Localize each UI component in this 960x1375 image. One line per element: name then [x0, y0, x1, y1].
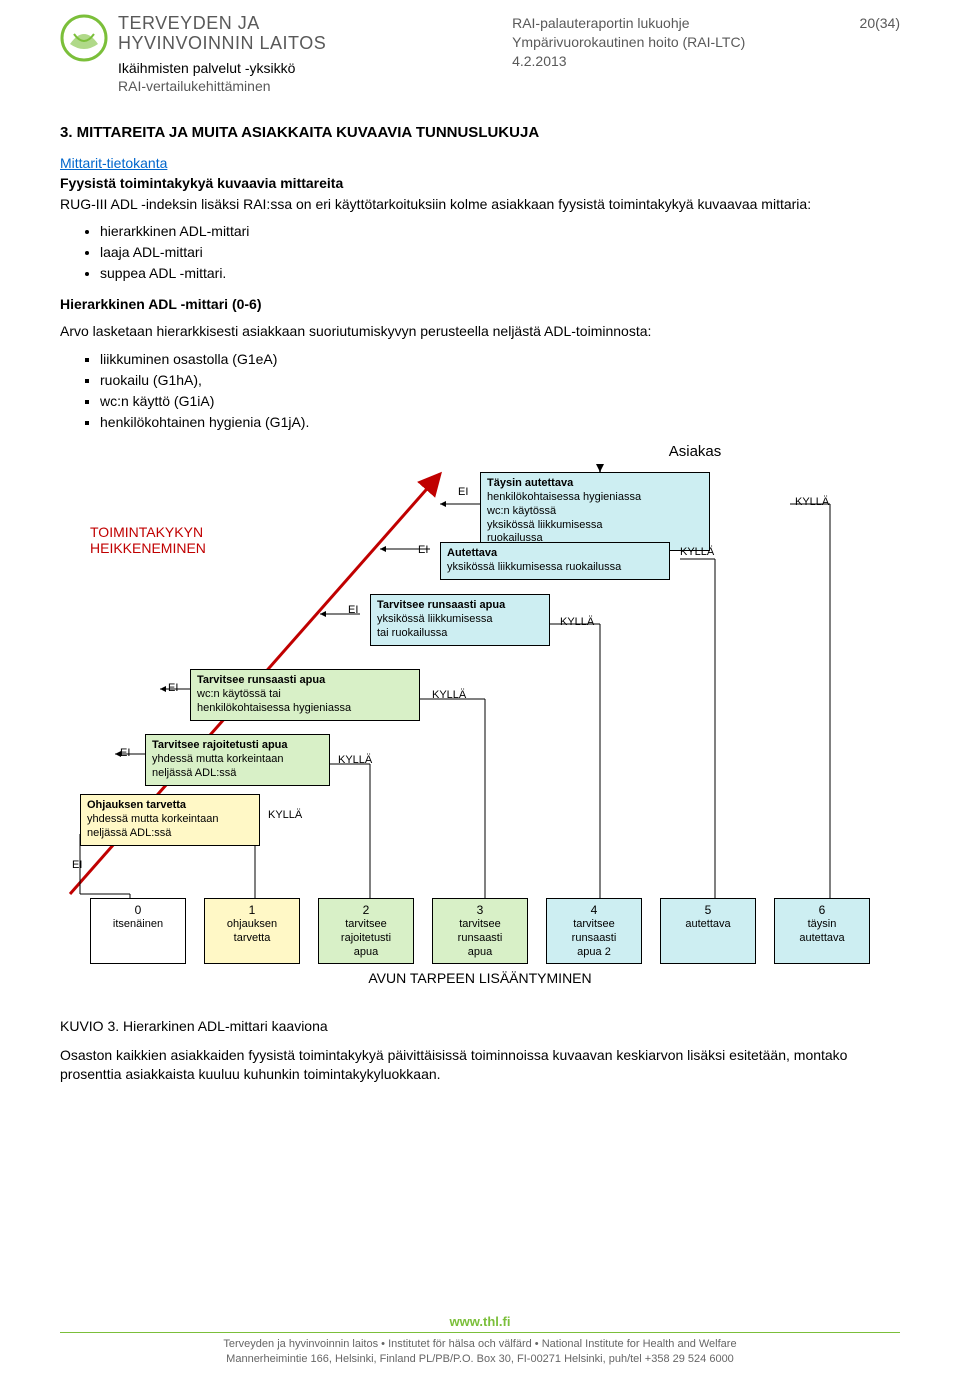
node-title: Tarvitsee runsaasti apua — [377, 599, 543, 613]
node-title: Tarvitsee runsaasti apua — [197, 674, 413, 688]
scale-text: tarvitsee runsaasti apua 2 — [553, 918, 635, 959]
page-footer: www.thl.fi Terveyden ja hyvinvoinnin lai… — [0, 1313, 960, 1367]
subhead: Fyysistä toimintakykyä kuvaavia mittarei… — [60, 175, 900, 191]
figure-caption: KUVIO 3. Hierarkinen ADL-mittari kaavion… — [60, 1018, 900, 1034]
scale-num: 4 — [553, 903, 635, 918]
scale-text: tarvitsee rajoitetusti apua — [325, 918, 407, 959]
scale-text: itsenäinen — [97, 918, 179, 932]
node-line: yhdessä mutta korkeintaan — [87, 813, 253, 827]
scale-2: 2 tarvitsee rajoitetusti apua — [318, 898, 414, 964]
ei-label: EI — [120, 747, 130, 759]
node-3: Tarvitsee runsaasti apua wc:n käytössä t… — [190, 669, 420, 720]
scale-text: tarvitsee runsaasti apua — [439, 918, 521, 959]
ei-label: EI — [72, 859, 82, 871]
node-title: Tarvitsee rajoitetusti apua — [152, 739, 323, 753]
page-header: TERVEYDEN JA HYVINVOINNIN LAITOS Ikäihmi… — [60, 14, 900, 94]
footer-line1: Terveyden ja hyvinvoinnin laitos • Insti… — [0, 1337, 960, 1352]
scale-3: 3 tarvitsee runsaasti apua — [432, 898, 528, 964]
kylla-label: KYLLÄ — [680, 546, 714, 558]
ei-label: EI — [168, 682, 178, 694]
list-item: hierarkkinen ADL-mittari — [100, 221, 900, 242]
para2: Arvo lasketaan hierarkkisesti asiakkaan … — [60, 322, 900, 341]
scale-num: 3 — [439, 903, 521, 918]
mittarit-link[interactable]: Mittarit-tietokanta — [60, 155, 167, 171]
list-item: laaja ADL-mittari — [100, 242, 900, 263]
flowchart: TOIMINTAKYKYN HEIKKENEMINEN Täysin autet… — [60, 464, 900, 1004]
header-right: RAI-palauteraportin lukuohje 20(34) Ympär… — [512, 14, 900, 71]
org-block: TERVEYDEN JA HYVINVOINNIN LAITOS Ikäihmi… — [118, 14, 326, 94]
kylla-label: KYLLÄ — [268, 809, 302, 821]
scale-num: 6 — [781, 903, 863, 918]
bullets-mittarit: hierarkkinen ADL-mittari laaja ADL-mitta… — [100, 221, 900, 284]
scale-5: 5 autettava — [660, 898, 756, 964]
section-title: 3. MITTAREITA JA MUITA ASIAKKAITA KUVAAV… — [60, 124, 900, 141]
intro-paragraph: RUG-III ADL -indeksin lisäksi RAI:ssa on… — [60, 195, 900, 214]
node-line: wc:n käytössä — [487, 505, 703, 519]
kylla-label: KYLLÄ — [560, 616, 594, 628]
subunit: RAI-vertailukehittäminen — [118, 78, 326, 94]
footer-line2: Mannerheimintie 166, Helsinki, Finland P… — [0, 1352, 960, 1367]
list-item: henkilökohtainen hygienia (G1jA). — [100, 412, 900, 433]
scale-1: 1 ohjauksen tarvetta — [204, 898, 300, 964]
node-6: Täysin autettava henkilökohtaisessa hygi… — [480, 472, 710, 551]
thl-logo-icon — [60, 14, 108, 62]
node-2: Tarvitsee rajoitetusti apua yhdessä mutt… — [145, 734, 330, 785]
list-item: ruokailu (G1hA), — [100, 370, 900, 391]
header-left: TERVEYDEN JA HYVINVOINNIN LAITOS Ikäihmi… — [60, 14, 326, 94]
node-line: yksikössä liikkumisessa ruokailussa — [447, 561, 663, 575]
ei-label: EI — [418, 544, 428, 556]
kylla-label: KYLLÄ — [795, 496, 829, 508]
node-line: neljässä ADL:ssä — [152, 767, 323, 781]
page-number: 20(34) — [860, 14, 900, 33]
rot-label: TOIMINTAKYKYN HEIKKENEMINEN — [90, 524, 206, 556]
node-line: tai ruokailussa — [377, 627, 543, 641]
node-line: yksikössä liikkumisessa — [377, 613, 543, 627]
node-1: Ohjauksen tarvetta yhdessä mutta korkein… — [80, 794, 260, 845]
list-item: wc:n käyttö (G1iA) — [100, 391, 900, 412]
list-item: suppea ADL -mittari. — [100, 263, 900, 284]
scale-4: 4 tarvitsee runsaasti apua 2 — [546, 898, 642, 964]
asiakas-label: Asiakas — [490, 443, 900, 460]
doc-sub: Ympärivuorokautinen hoito (RAI-LTC) — [512, 33, 900, 52]
node-title: Autettava — [447, 547, 663, 561]
scale-text: ohjauksen tarvetta — [211, 918, 293, 946]
scale-6: 6 täysin autettava — [774, 898, 870, 964]
scale-text: autettava — [667, 918, 749, 932]
org-line2: HYVINVOINNIN LAITOS — [118, 34, 326, 54]
footer-rule — [60, 1332, 900, 1333]
ei-label: EI — [458, 486, 468, 498]
ei-label: EI — [348, 604, 358, 616]
page: TERVEYDEN JA HYVINVOINNIN LAITOS Ikäihmi… — [0, 0, 960, 1375]
list-item: liikkuminen osastolla (G1eA) — [100, 349, 900, 370]
node-4: Tarvitsee runsaasti apua yksikössä liikk… — [370, 594, 550, 645]
node-line: wc:n käytössä tai — [197, 688, 413, 702]
scale-num: 1 — [211, 903, 293, 918]
scale-num: 0 — [97, 903, 179, 918]
doc-date: 4.2.2013 — [512, 52, 900, 71]
kylla-label: KYLLÄ — [432, 689, 466, 701]
node-line: henkilökohtaisessa hygieniassa — [487, 491, 703, 505]
scale-row: 0 itsenäinen 1 ohjauksen tarvetta 2 tarv… — [60, 898, 900, 964]
subhead-2: Hierarkkinen ADL -mittari (0-6) — [60, 296, 900, 312]
doc-title: RAI-palauteraportin lukuohje — [512, 15, 689, 31]
node-title: Ohjauksen tarvetta — [87, 799, 253, 813]
bullets-adl: liikkuminen osastolla (G1eA) ruokailu (G… — [100, 349, 900, 433]
unit: Ikäihmisten palvelut -yksikkö — [118, 60, 326, 76]
avun-caption: AVUN TARPEEN LISÄÄNTYMINEN — [60, 970, 900, 986]
scale-0: 0 itsenäinen — [90, 898, 186, 964]
org-line1: TERVEYDEN JA — [118, 14, 326, 34]
outro: Osaston kaikkien asiakkaiden fyysistä to… — [60, 1046, 900, 1084]
node-title: Täysin autettava — [487, 477, 703, 491]
kylla-label: KYLLÄ — [338, 754, 372, 766]
scale-num: 2 — [325, 903, 407, 918]
scale-text: täysin autettava — [781, 918, 863, 946]
node-5: Autettava yksikössä liikkumisessa ruokai… — [440, 542, 670, 580]
node-line: yksikössä liikkumisessa — [487, 519, 703, 533]
scale-num: 5 — [667, 903, 749, 918]
node-line: neljässä ADL:ssä — [87, 827, 253, 841]
node-line: henkilökohtaisessa hygieniassa — [197, 702, 413, 716]
footer-url: www.thl.fi — [0, 1313, 960, 1331]
node-line: yhdessä mutta korkeintaan — [152, 753, 323, 767]
